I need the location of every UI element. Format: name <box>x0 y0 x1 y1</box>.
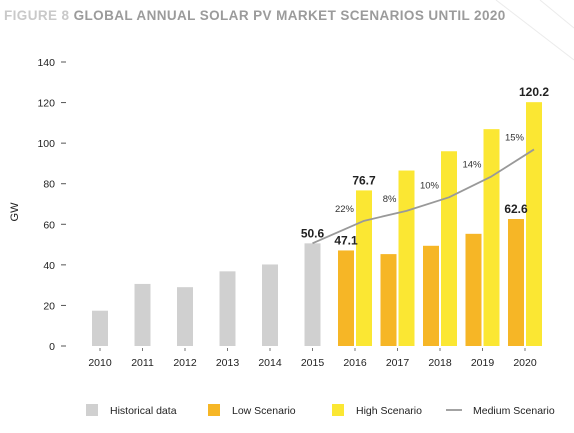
legend-label: High Scenario <box>356 405 422 417</box>
y-tick-label: 0 <box>49 341 55 353</box>
bar-value-label: 62.6 <box>504 202 528 216</box>
legend: Historical data Low Scenario High Scenario… <box>86 404 555 417</box>
bar-historical-2013 <box>219 271 236 346</box>
medium-scenario-polyline <box>312 148 535 245</box>
bar-historical-2012 <box>177 287 193 346</box>
bar-value-label: 120.2 <box>519 85 549 99</box>
x-tick-label: 2015 <box>301 357 325 369</box>
bar-historical-2015 <box>304 243 321 346</box>
growth-rate-label: 8% <box>383 194 397 205</box>
bar-high-scenario-2020 <box>526 102 542 346</box>
bar-high-scenario-2018 <box>441 151 457 346</box>
legend-label: Low Scenario <box>232 405 296 417</box>
y-tick-label: 60 <box>43 219 55 231</box>
figure-title: FIGURE 8 GLOBAL ANNUAL SOLAR PV MARKET S… <box>4 8 506 23</box>
y-tick-label: 80 <box>43 179 55 191</box>
x-tick-label: 2012 <box>173 357 197 369</box>
y-axis: 0 20 40 60 80 100 120 140 <box>37 57 66 353</box>
bar-high-scenario-2016 <box>356 190 372 346</box>
bar-low-scenario-2020 <box>508 219 524 346</box>
y-tick-label: 20 <box>43 300 55 312</box>
x-tick-label: 2011 <box>131 357 154 369</box>
x-tick-label: 2014 <box>258 357 282 369</box>
x-tick-label: 2019 <box>471 357 495 369</box>
data-labels: 50.6 47.1 76.7 62.6 120.2 22% 8% 10% 14% 15% <box>301 85 550 247</box>
legend-label: Historical data <box>110 405 177 417</box>
bar-historical-2011 <box>134 283 151 346</box>
x-tick-label: 2017 <box>386 357 410 369</box>
growth-rate-label: 14% <box>462 159 482 170</box>
bar-low-scenario-2018 <box>423 245 439 346</box>
bar-low-scenario-2019 <box>465 233 482 346</box>
x-tick-label: 2018 <box>428 357 452 369</box>
growth-rate-label: 15% <box>505 132 525 143</box>
y-tick-label: 140 <box>37 57 55 69</box>
growth-rate-label: 22% <box>335 204 355 215</box>
legend-swatch <box>208 404 220 416</box>
y-axis-label: GW <box>9 202 21 222</box>
bar-high-scenario-2017 <box>398 170 415 346</box>
x-tick-label: 2016 <box>343 357 367 369</box>
x-tick-label: 2020 <box>513 357 537 369</box>
y-tick-label: 40 <box>43 260 55 272</box>
bar-low-scenario-2017 <box>380 254 397 346</box>
y-tick-label: 100 <box>37 138 55 150</box>
medium-scenario-line <box>312 148 535 245</box>
bar-historical-2010 <box>92 310 108 346</box>
legend-swatch <box>86 404 98 416</box>
bar-high-scenario-2019 <box>483 129 500 346</box>
figure-title-text: GLOBAL ANNUAL SOLAR PV MARKET SCENARIOS … <box>73 8 506 23</box>
legend-swatch <box>332 404 344 416</box>
y-tick-label: 120 <box>37 98 55 110</box>
x-tick-label: 2010 <box>88 357 112 369</box>
bar-value-label: 50.6 <box>301 226 325 240</box>
bars <box>92 102 542 346</box>
bar-historical-2014 <box>262 264 278 346</box>
bar-low-scenario-2016 <box>338 250 354 346</box>
bar-value-label: 76.7 <box>352 173 376 187</box>
x-tick-label: 2013 <box>216 357 240 369</box>
x-axis: 2010 2011 2012 2013 2014 2015 2016 2017 2018 2019… <box>88 348 537 369</box>
growth-rate-label: 10% <box>420 180 440 191</box>
figure-label: FIGURE 8 <box>4 8 70 23</box>
decorative-corner-lines <box>495 0 574 61</box>
legend-label: Medium Scenario <box>473 405 555 417</box>
bar-value-label: 47.1 <box>334 233 358 247</box>
